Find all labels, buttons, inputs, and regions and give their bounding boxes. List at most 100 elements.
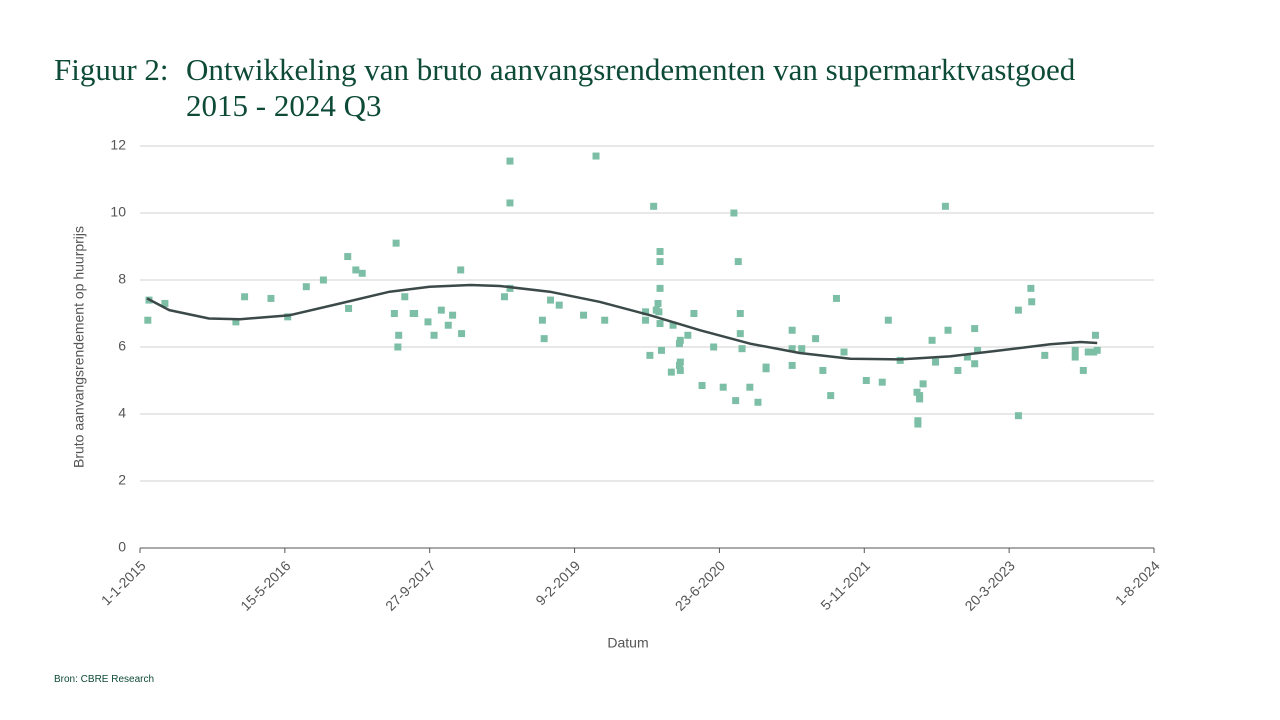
x-tick-label: 23-6-2020 [672, 557, 729, 614]
point [656, 284, 664, 292]
point [667, 368, 675, 376]
title-block: Figuur 2: Ontwikkeling van bruto aanvang… [54, 52, 1075, 124]
point [690, 310, 698, 317]
point [457, 266, 465, 274]
point [832, 294, 840, 302]
x-tick-label: 20-3-2023 [961, 557, 1018, 614]
point [656, 320, 664, 328]
point [754, 398, 762, 406]
point [1071, 353, 1079, 361]
point [352, 266, 360, 274]
point [344, 253, 352, 261]
point [963, 353, 971, 361]
point [241, 293, 249, 301]
point [144, 316, 152, 324]
y-tick-label: 4 [118, 405, 126, 421]
figure-label: Figuur 2: [54, 52, 169, 87]
point [547, 296, 555, 304]
point [954, 366, 962, 374]
point [538, 316, 546, 324]
point [676, 336, 684, 344]
point [932, 358, 940, 366]
point [345, 304, 353, 312]
point [941, 202, 949, 210]
point [411, 310, 419, 317]
point [656, 248, 664, 256]
point [592, 152, 600, 160]
point [676, 366, 684, 374]
point [458, 330, 466, 338]
point [788, 326, 796, 334]
point [161, 299, 169, 307]
point [738, 345, 746, 353]
x-tick-label: 27-9-2017 [382, 557, 439, 614]
point [540, 335, 548, 343]
point [736, 330, 744, 338]
y-axis-label: Bruto aanvangsrendement op huurprijs [71, 226, 87, 468]
y-tick-label: 8 [118, 271, 126, 287]
point [1028, 298, 1036, 306]
point [676, 358, 684, 366]
point [840, 348, 848, 356]
point [819, 366, 827, 374]
point [646, 351, 654, 359]
point [1014, 306, 1022, 314]
point [506, 157, 514, 165]
title-line: 2015 - 2024 Q3 [186, 88, 382, 123]
point [736, 310, 744, 317]
y-tick-label: 10 [110, 204, 126, 220]
point [730, 209, 738, 217]
source: Bron: CBRE Research [54, 674, 155, 685]
point [424, 318, 432, 326]
x-tick-label: 1-8-2024 [1112, 557, 1163, 608]
y-tick-label: 2 [118, 472, 126, 488]
point [698, 382, 706, 390]
chart-title: Ontwikkeling van bruto aanvangsrendement… [186, 52, 1075, 124]
point [437, 306, 445, 314]
point [746, 383, 754, 391]
x-tick-label: 5-11-2021 [817, 557, 873, 613]
point [719, 383, 727, 391]
point [601, 316, 609, 324]
point [642, 308, 650, 316]
y-tick-label: 12 [110, 137, 126, 153]
point [394, 343, 402, 351]
point [1093, 346, 1101, 354]
point [319, 276, 327, 284]
point [650, 202, 658, 210]
point [928, 336, 936, 344]
point [974, 346, 982, 354]
point [862, 377, 870, 384]
point [657, 346, 665, 354]
point [395, 331, 403, 339]
point [812, 335, 820, 343]
point [267, 294, 275, 302]
point [884, 316, 892, 324]
point [642, 316, 650, 324]
point [392, 239, 400, 247]
point [580, 311, 588, 319]
point [919, 380, 927, 388]
title-line: Ontwikkeling van bruto aanvangsrendement… [186, 52, 1076, 87]
point [669, 321, 677, 329]
x-tick-label: 15-5-2016 [237, 557, 294, 614]
point [914, 420, 922, 428]
point [1041, 351, 1049, 359]
point [878, 378, 886, 386]
x-axis-label: Datum [607, 635, 648, 651]
point [302, 283, 310, 291]
y-tick-label: 0 [118, 539, 126, 555]
point [762, 363, 770, 371]
point [684, 331, 692, 339]
point [656, 258, 664, 266]
point [1027, 284, 1035, 292]
x-tick-label: 1-1-2015 [98, 557, 149, 608]
point [1079, 366, 1087, 374]
point [500, 293, 508, 301]
point [732, 397, 740, 405]
point [430, 331, 438, 339]
point [232, 318, 240, 326]
point [944, 326, 952, 334]
